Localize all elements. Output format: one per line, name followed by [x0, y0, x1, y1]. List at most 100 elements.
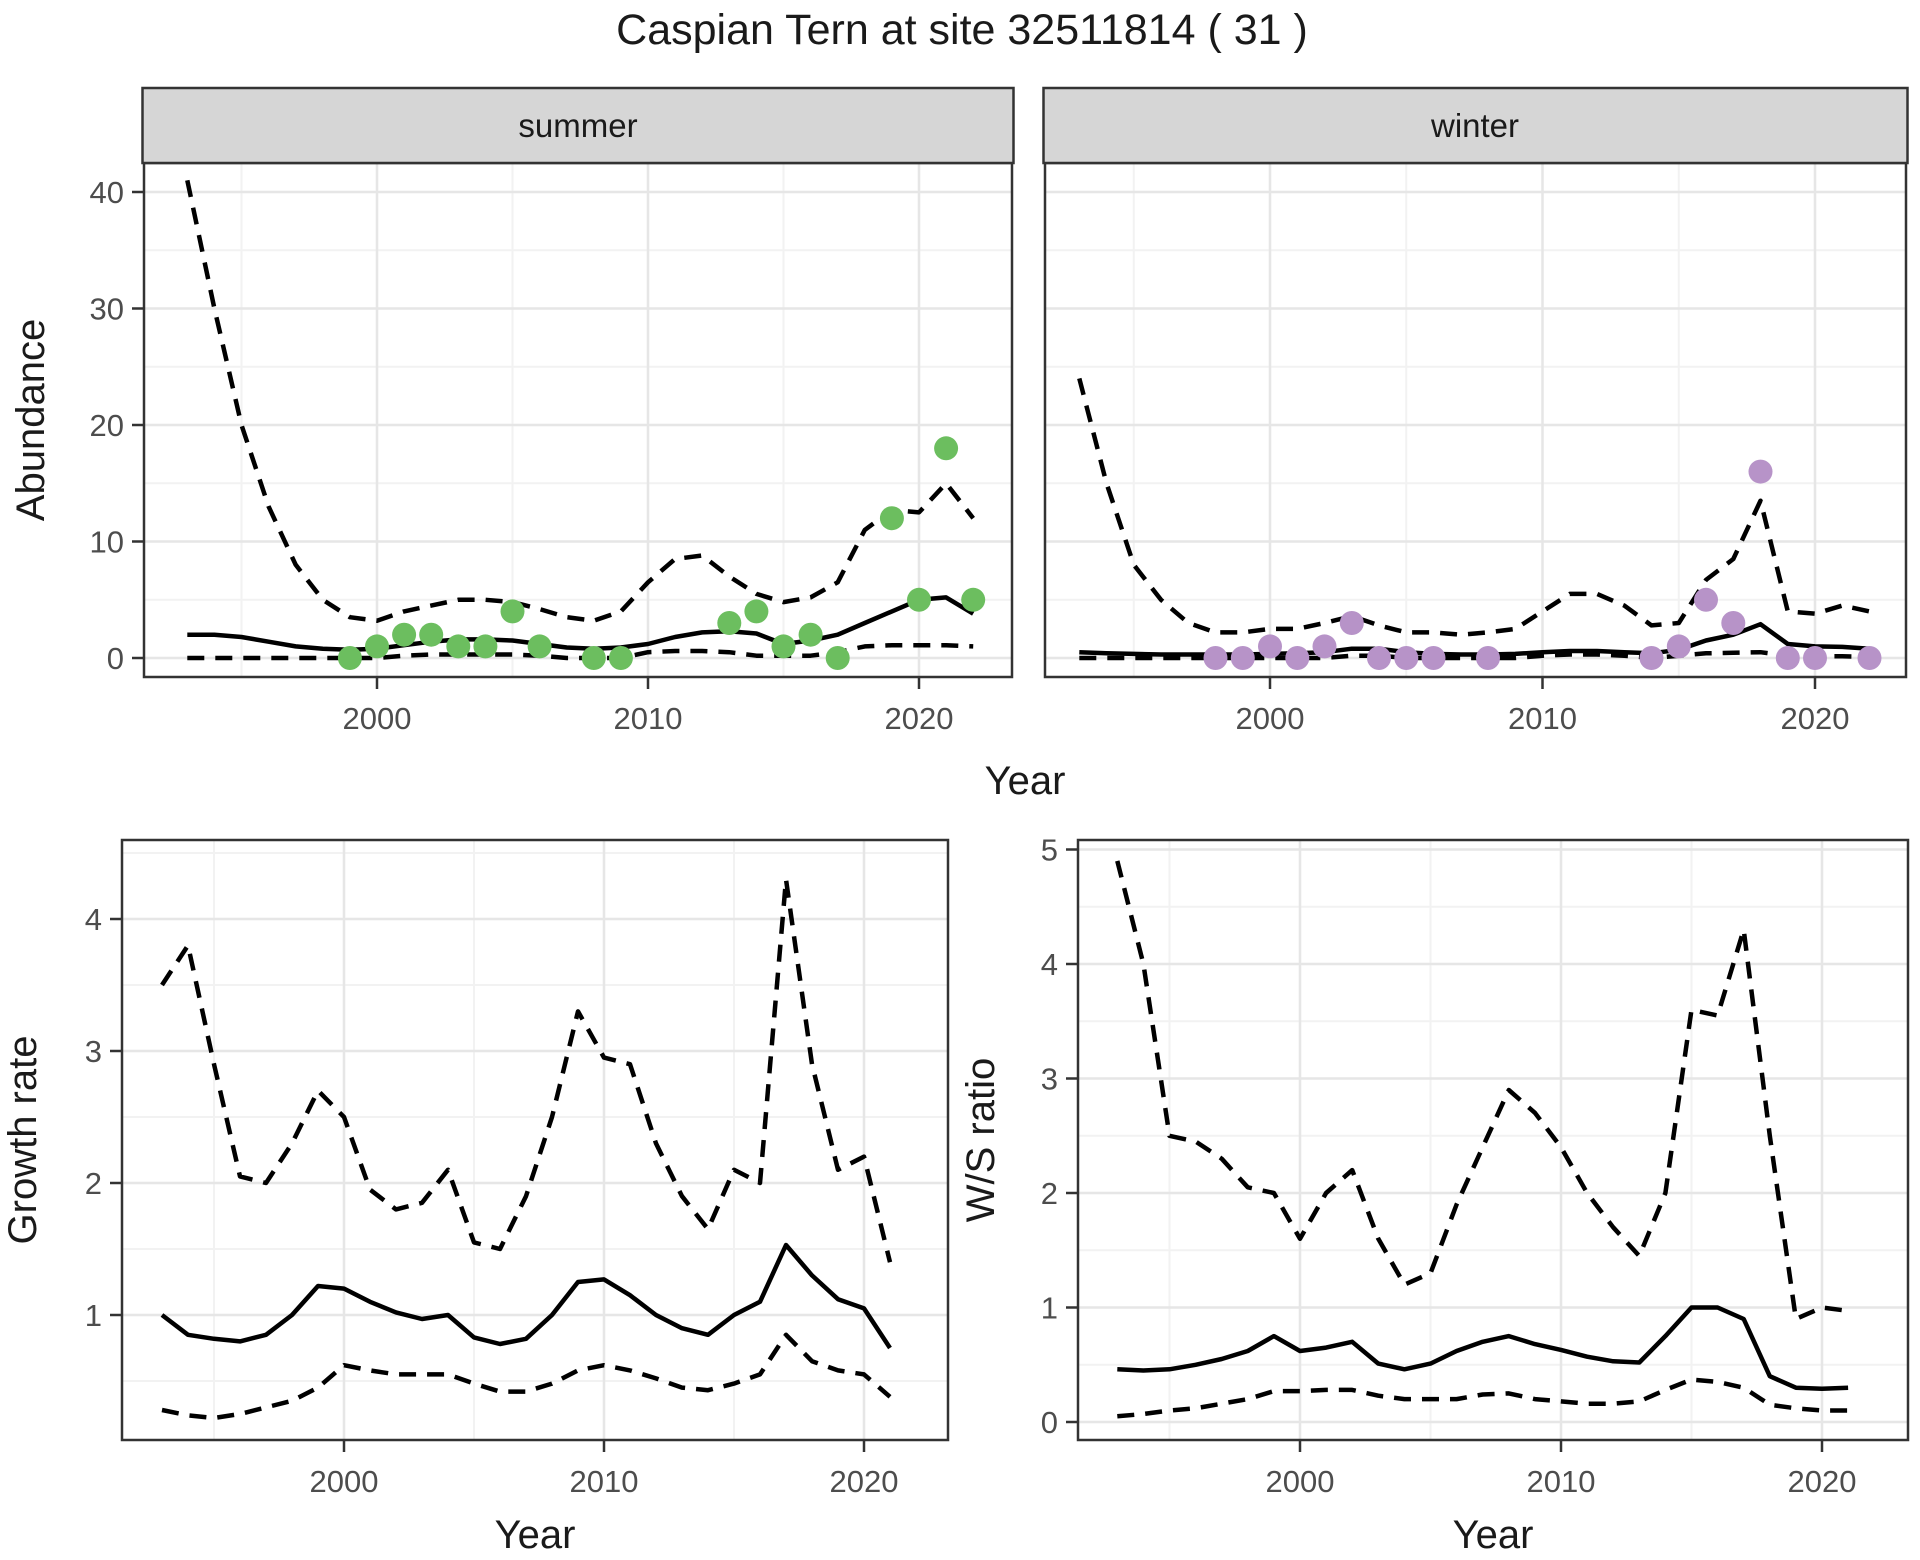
- series-layer: [1115, 860, 1849, 1419]
- data-point: [1230, 646, 1255, 670]
- series-layer: [160, 877, 893, 1421]
- data-point: [608, 646, 633, 670]
- data-point: [934, 436, 959, 461]
- panel-border: [120, 838, 950, 1442]
- x-axis-title-year-bottom-left: Year: [495, 1513, 576, 1557]
- x-tick-label: 2010: [570, 1464, 639, 1499]
- panel-border: [1076, 838, 1910, 1442]
- data-point: [771, 634, 796, 659]
- y-tick-label: 1: [85, 1298, 102, 1333]
- data-point: [1857, 646, 1882, 670]
- facet-strip-winter-bg: [1042, 86, 1909, 165]
- data-point: [1394, 646, 1419, 670]
- data-point: [1339, 611, 1364, 635]
- panel-growth-rate: 2000 2010 2020 1 2 3 4: [85, 838, 950, 1499]
- x-tick-label: 2020: [1788, 1464, 1857, 1499]
- data-point: [1775, 646, 1800, 670]
- x-axis-title-year-bottom-right: Year: [1453, 1513, 1534, 1557]
- y-tick-label: 3: [85, 1034, 102, 1069]
- facet-strip-winter-label: winter: [1430, 107, 1519, 144]
- x-tick-label: 2000: [310, 1464, 379, 1499]
- data-point: [527, 634, 552, 659]
- y-tick-label: 4: [1041, 947, 1058, 982]
- data-point: [1312, 634, 1337, 659]
- data-point: [907, 587, 931, 612]
- series-lower_ci: [1079, 649, 1870, 661]
- data-point: [744, 599, 769, 624]
- panel-bg: [1045, 163, 1906, 677]
- data-point: [1803, 646, 1827, 670]
- y-axis-title-growth-rate: Growth rate: [1, 1036, 45, 1245]
- x-tick-label: 2020: [830, 1464, 899, 1499]
- data-point: [961, 587, 986, 612]
- data-point: [1285, 646, 1310, 670]
- y-tick-label: 30: [90, 292, 124, 327]
- y-tick-label: 40: [90, 175, 124, 210]
- y-tick-label: 20: [90, 408, 124, 443]
- panel-ws-ratio: 2000 2010 2020 0 1 2 3 4 5: [1041, 833, 1910, 1499]
- data-point: [1748, 459, 1773, 484]
- series-lower_ci: [161, 1332, 892, 1421]
- data-point: [825, 646, 850, 670]
- points-observed-counts-winter: [1203, 459, 1882, 670]
- data-point: [446, 634, 471, 659]
- data-point: [1203, 646, 1228, 670]
- x-tick-label: 2010: [614, 701, 683, 736]
- series-upper_ci: [185, 179, 975, 623]
- panel-bg: [1078, 840, 1908, 1440]
- data-point: [1421, 646, 1446, 670]
- data-point: [1258, 634, 1282, 659]
- x-tick-label: 2000: [1266, 1464, 1335, 1499]
- panel-abundance-winter: 2000 2010 2020: [1043, 161, 1908, 736]
- y-tick-label: 2: [1041, 1176, 1058, 1211]
- series-median: [1117, 1305, 1849, 1392]
- x-axis-title-year-top: Year: [985, 759, 1066, 803]
- y-tick-label: 4: [85, 902, 102, 937]
- data-point: [392, 622, 417, 647]
- data-point: [798, 622, 823, 647]
- panel-bg: [144, 163, 1012, 677]
- data-point: [1367, 646, 1391, 670]
- chart-title: Caspian Tern at site 32511814 ( 31 ): [616, 6, 1308, 54]
- x-tick-label: 2010: [1527, 1464, 1596, 1499]
- data-point: [500, 599, 525, 624]
- y-axis-title-ws-ratio: W/S ratio: [959, 1058, 1003, 1222]
- data-point: [1694, 587, 1718, 612]
- series-upper_ci: [1077, 377, 1870, 637]
- y-tick-label: 3: [1041, 1062, 1058, 1097]
- panel-abundance-summer: 2000 2010 2020 0 10 20 30 40: [90, 161, 1014, 736]
- series-median: [160, 1242, 892, 1350]
- x-tick-label: 2020: [1781, 701, 1850, 736]
- y-tick-label: 2: [85, 1166, 102, 1201]
- facet-strip-summer-label: summer: [518, 107, 637, 144]
- data-point: [1721, 611, 1746, 635]
- panel-bg: [122, 840, 948, 1440]
- data-point: [1666, 634, 1691, 659]
- x-tick-label: 2000: [343, 701, 412, 736]
- series-upper_ci: [160, 877, 893, 1263]
- data-point: [337, 646, 362, 670]
- y-axis-title-abundance: Abundance: [9, 319, 53, 521]
- x-tick-label: 2020: [885, 701, 954, 736]
- data-point: [717, 611, 742, 635]
- points-observed-counts-summer: [337, 436, 986, 670]
- facet-strip-summer-bg: [141, 86, 1015, 165]
- x-tick-label: 2010: [1508, 701, 1577, 736]
- y-tick-label: 0: [107, 641, 124, 676]
- data-point: [473, 634, 498, 659]
- facet-strip-winter: winter: [1042, 86, 1909, 165]
- y-tick-label: 10: [90, 525, 124, 560]
- data-point: [1639, 646, 1664, 670]
- facet-strip-summer: summer: [141, 86, 1015, 165]
- y-tick-label: 1: [1041, 1291, 1058, 1326]
- y-tick-label: 0: [1041, 1405, 1058, 1440]
- y-tick-label: 5: [1041, 833, 1058, 868]
- data-point: [581, 646, 606, 670]
- series-lower_ci: [1117, 1377, 1849, 1419]
- x-tick-label: 2000: [1236, 701, 1305, 736]
- data-point: [879, 506, 904, 531]
- series-median: [187, 595, 975, 653]
